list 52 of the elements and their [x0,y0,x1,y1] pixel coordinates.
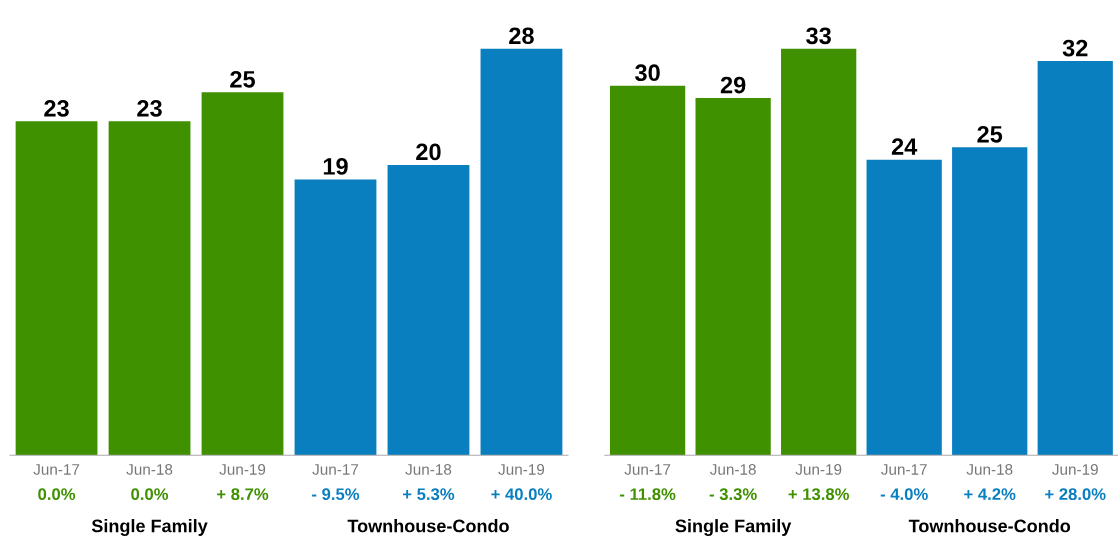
bar [387,164,470,456]
bar [294,179,377,456]
data-label: 25 [230,70,255,88]
data-label: 33 [806,27,831,45]
bar [866,159,942,456]
text: - 3.3% [709,488,757,501]
x-tick-label: Jun-19 [498,464,545,475]
bar [15,121,98,456]
x-tick-label: Jun-17 [33,464,80,475]
text: + 4.2% [964,488,1016,500]
bar [108,121,191,456]
text: + 40.0% [491,488,552,501]
bar [480,48,563,456]
text: Single Family [675,519,792,536]
bar [781,48,857,456]
text: Townhouse-Condo [347,519,509,533]
data-label: 23 [44,99,69,117]
data-label: 19 [323,158,348,175]
data-label: 24 [891,138,918,155]
bar [695,98,771,456]
x-tick-label: Jun-19 [219,464,266,475]
x-tick-label: Jun-17 [881,464,927,475]
data-label: 20 [416,143,441,161]
text: + 8.7% [217,488,269,501]
data-label: 25 [977,125,1003,143]
text: Townhouse-Condo [908,519,1071,533]
bar [201,92,284,456]
text: - 11.8% [619,488,676,501]
text: Single Family [91,519,208,536]
x-tick-label: Jun-19 [795,464,842,475]
x-tick-label: Jun-18 [710,464,756,475]
data-label: 29 [720,76,746,94]
text: + 13.8% [788,488,850,501]
x-tick-label: Jun-18 [966,464,1013,475]
text: - 4.0% [880,488,928,501]
x-tick-label: Jun-17 [624,464,671,475]
data-label: 28 [509,27,534,45]
text: + 5.3% [403,488,455,501]
data-label: 23 [137,99,162,117]
x-tick-label: Jun-18 [405,464,452,475]
data-label: 30 [635,64,660,82]
text: 0.0% [131,488,169,501]
bar [1037,61,1113,456]
text: + 28.0% [1045,488,1106,501]
x-tick-label: Jun-19 [1052,464,1098,475]
x-tick-label: Jun-17 [312,464,359,475]
data-label: 32 [1062,39,1088,57]
bar [609,85,686,456]
x-tick-label: Jun-18 [126,464,173,475]
bar [952,147,1028,456]
text: 0.0% [38,488,76,501]
text: - 9.5% [312,488,360,501]
